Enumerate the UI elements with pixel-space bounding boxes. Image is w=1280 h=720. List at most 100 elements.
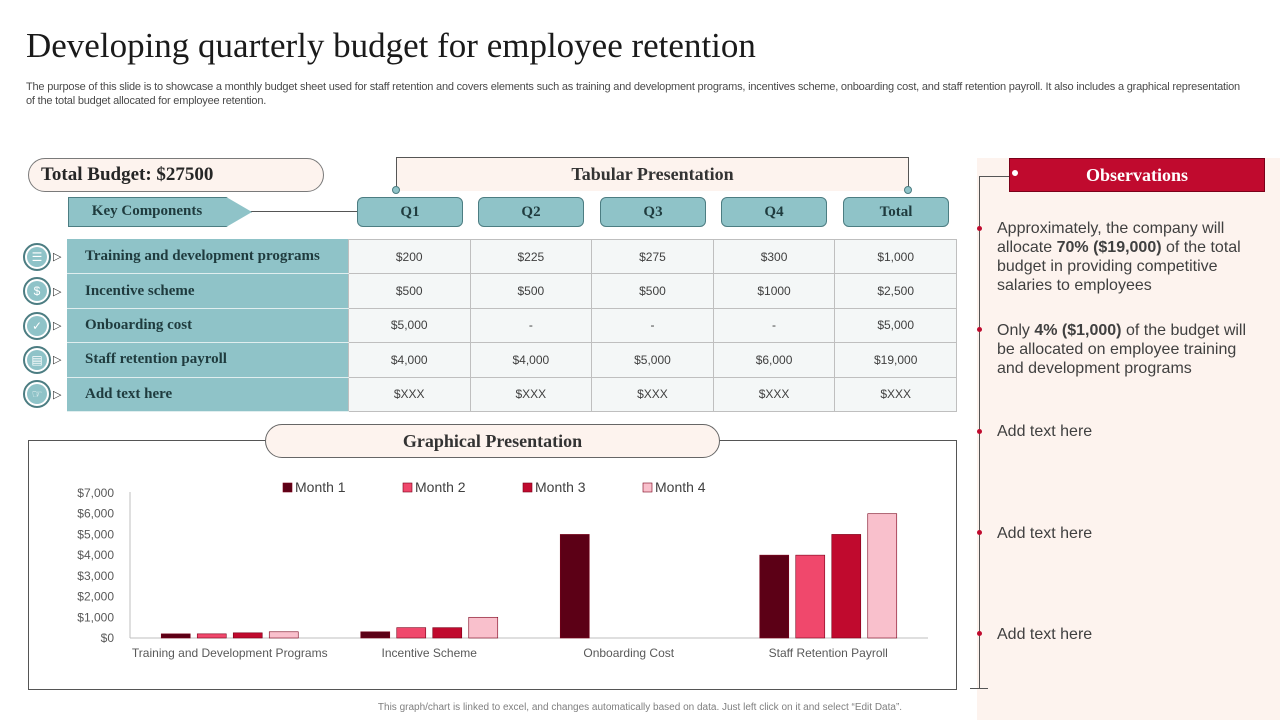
total-budget-pill: Total Budget: $27500 [28,158,324,192]
y-tick-label: $0 [101,631,115,645]
x-tick-label: Staff Retention Payroll [769,646,888,660]
bullet-icon [1012,170,1018,176]
table-row: Add text here $XXX $XXX $XXX $XXX $XXX [67,376,957,412]
table-row: Onboarding cost $5,000 - - - $5,000 [67,307,957,344]
quarter-header-q3: Q3 [600,197,706,227]
header-connector-line [240,211,360,212]
y-tick-label: $4,000 [77,548,114,562]
value-cell: $500 [591,273,714,309]
x-tick-label: Incentive Scheme [382,646,478,660]
value-cell: $275 [591,238,714,275]
y-tick-label: $5,000 [77,527,114,541]
tabular-title: Tabular Presentation [571,164,734,184]
y-tick-label: $2,000 [77,590,114,604]
legend-swatch [522,482,533,493]
chart-bar [432,627,463,639]
bullet-icon [977,226,982,231]
y-tick-label: $1,000 [77,610,114,624]
value-cell: $XXX [347,376,471,412]
value-cell: $4,000 [469,342,593,378]
chart-bar [396,627,427,639]
value-cell: $300 [712,238,836,275]
payroll-document-icon: ▤ [23,346,51,374]
value-cell: $200 [347,238,471,275]
value-cell: $500 [469,273,593,309]
chart-bar [759,554,790,639]
x-tick-label: Training and Development Programs [132,646,328,660]
chart-bar [867,513,898,639]
total-cell: $5,000 [834,307,957,344]
component-cell: Incentive scheme [67,273,349,309]
key-components-label: Key Components [91,203,203,219]
chart-bar [268,631,299,639]
value-cell: $5,000 [347,307,471,344]
chart-bar [360,631,391,639]
value-cell: $XXX [712,376,836,412]
value-cell: $225 [469,238,593,275]
bracket-dot-left [392,186,400,194]
chevron-right-icon: ▷ [53,389,62,401]
total-cell: $1,000 [834,238,957,275]
handshake-icon: ☞ [23,380,51,408]
value-cell: $XXX [469,376,593,412]
value-cell: $5,000 [591,342,714,378]
checklist-icon: ✓ [23,312,51,340]
value-cell: $6,000 [712,342,836,378]
value-cell: $XXX [591,376,714,412]
page-title: Developing quarterly budget for employee… [26,26,756,65]
bullet-icon [977,429,982,434]
total-cell: $XXX [834,376,957,412]
bracket-dot-right [904,186,912,194]
table-row: Incentive scheme $500 $500 $500 $1000 $2… [67,273,957,309]
x-tick-label: Onboarding Cost [583,646,674,660]
key-components-header [68,197,252,227]
legend-swatch [642,482,653,493]
chart-bar [160,633,191,639]
y-tick-label: $7,000 [77,486,114,500]
component-cell: Onboarding cost [67,307,349,344]
value-cell: $1000 [712,273,836,309]
observation-item: Add text here [997,626,1093,643]
chevron-right-icon: ▷ [53,354,62,366]
component-cell: Training and development programs [67,238,349,275]
tabular-bracket [396,157,909,191]
quarter-header-q2: Q2 [478,197,584,227]
chevron-right-icon: ▷ [53,320,62,332]
chart-bar [795,554,826,639]
graphical-title: Graphical Presentation [265,424,720,458]
component-cell: Staff retention payroll [67,342,349,378]
budget-bar-chart: $7,000 $6,000 $5,000 $4,000 $3,000 $2,000 $1,0… [77,479,928,660]
footer-note: This graph/chart is linked to excel, and… [377,702,903,713]
legend-swatch [402,482,413,493]
observations-line-bottom [970,688,988,689]
total-cell: $2,500 [834,273,957,309]
observations-header: Observations [1009,158,1265,192]
quarter-header-q1: Q1 [357,197,463,227]
table-row: Staff retention payroll $4,000 $4,000 $5… [67,342,957,378]
bullet-icon [977,327,982,332]
chart-bar [232,632,263,639]
chart-bar [196,633,227,639]
budget-table: Training and development programs $200 $… [67,238,957,412]
bullet-icon [977,530,982,535]
observation-item: Add text here [997,423,1093,440]
chart-bar [831,534,862,639]
legend-label: Month 1 [295,479,346,495]
bullet-icon [977,631,982,636]
observation-item: Add text here [997,525,1093,542]
y-tick-label: $6,000 [77,507,114,521]
training-icon: ☰ [23,243,51,271]
legend-label: Month 4 [655,479,706,495]
component-cell: Add text here [67,376,349,412]
legend-label: Month 3 [535,479,586,495]
value-cell: - [469,307,593,344]
observation-item: Only 4% ($1,000) of the budget will be a… [997,322,1247,377]
quarter-header-total: Total [843,197,949,227]
value-cell: $500 [347,273,471,309]
chart-bar [559,534,590,639]
value-cell: $4,000 [347,342,471,378]
observations-line-top [979,176,1009,177]
page-subtitle: The purpose of this slide is to showcase… [26,81,1240,107]
observation-item: Approximately, the company will allocate… [997,220,1241,294]
value-cell: - [591,307,714,344]
